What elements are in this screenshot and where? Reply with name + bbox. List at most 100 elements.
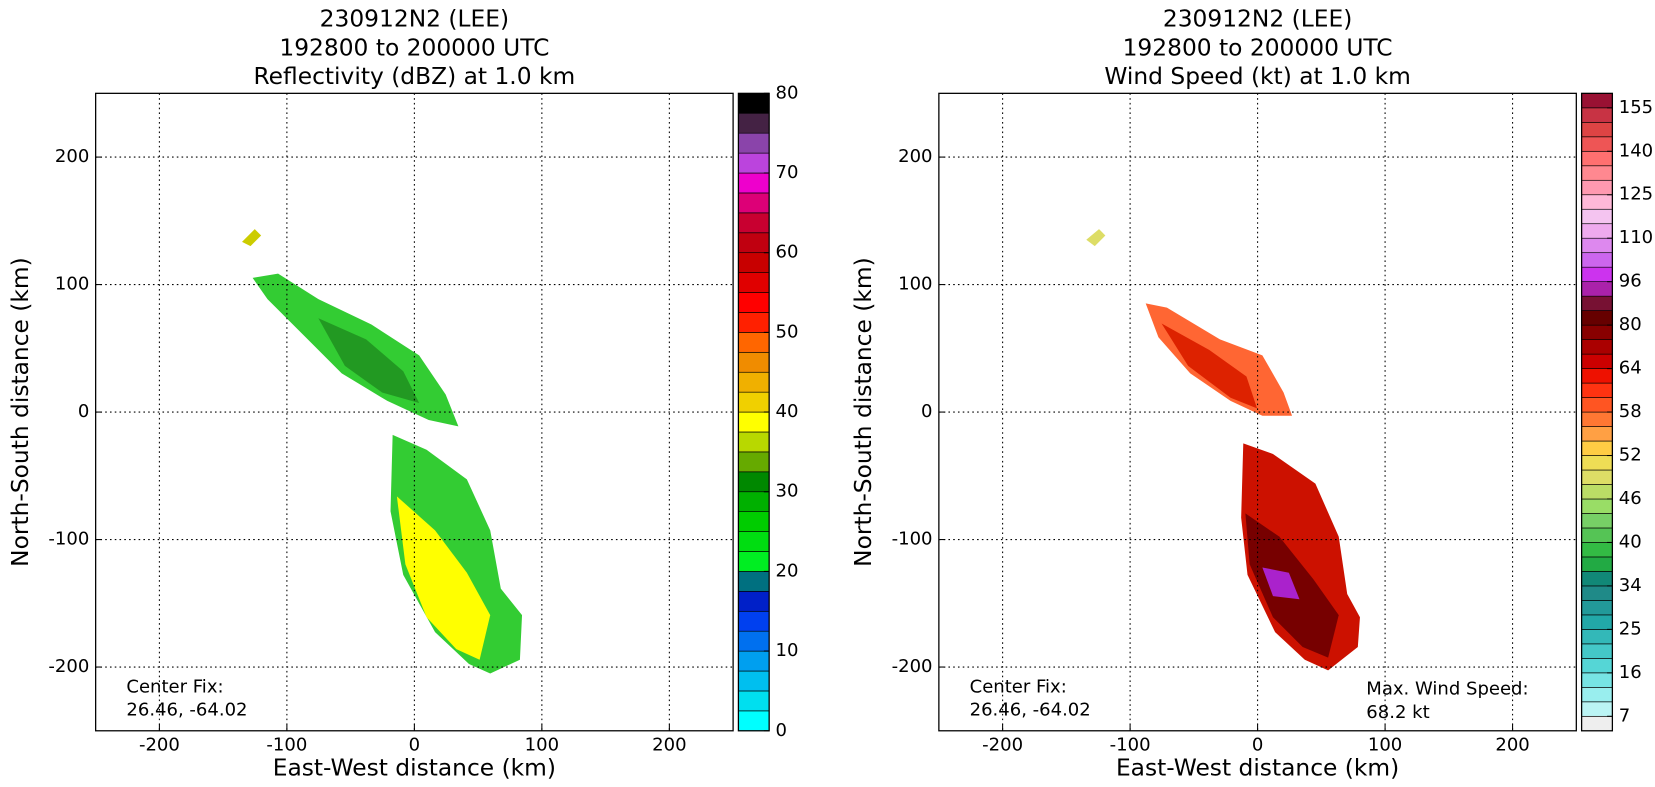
colorbar-tick-label: 40 (776, 401, 799, 422)
colorbar-bin (1581, 136, 1613, 152)
colorbar-bin (738, 451, 770, 473)
chart-title: 230912N2 (LEE) (320, 5, 509, 33)
x-tick-label: 100 (525, 735, 559, 756)
echoes-right (1086, 229, 1360, 671)
colorbar-bin (1581, 107, 1613, 123)
colorbar-tick-label: 80 (776, 82, 799, 103)
colorbar-bin (738, 272, 770, 293)
x-tick-label: -100 (1110, 735, 1151, 756)
colorbar-bin (738, 112, 770, 134)
colorbar-bin (1581, 527, 1613, 543)
colorbar-bin (1581, 179, 1613, 196)
colorbar-bin (1581, 484, 1613, 500)
colorbar-bin (1581, 658, 1613, 674)
y-tick-label: 0 (78, 401, 89, 422)
x-axis-label: East-West distance (km) (273, 753, 556, 781)
y-tick-label: -100 (892, 529, 933, 550)
colorbar-bin (1581, 542, 1613, 558)
chart-title: Wind Speed (kt) at 1.0 km (1104, 62, 1410, 90)
colorbar-bin (1581, 150, 1613, 167)
colorbar-bin (1581, 571, 1613, 587)
x-tick-label: -200 (982, 735, 1023, 756)
y-tick-label: 200 (898, 146, 932, 167)
x-tick-label: -200 (139, 735, 180, 756)
y-tick-label: 200 (55, 146, 89, 167)
colorbar-bin (738, 172, 770, 194)
x-tick-label: 100 (1368, 735, 1402, 756)
colorbar-bin (1581, 701, 1613, 717)
colorbar-bin (1581, 324, 1613, 340)
colorbar-bin (738, 531, 770, 552)
colorbar-bin (738, 351, 770, 373)
plot-frame (938, 92, 1577, 732)
colorbar-bin (738, 93, 770, 114)
colorbar-tick-label: 40 (1619, 531, 1642, 552)
annotation: 26.46, -64.02 (970, 700, 1091, 721)
y-tick-label: 100 (898, 274, 932, 295)
y-axis-label: North-South distance (km) (849, 257, 877, 567)
colorbar-bin (738, 391, 770, 413)
chart-title: Reflectivity (dBZ) at 1.0 km (254, 62, 576, 90)
y-axis-label: North-South distance (km) (6, 257, 34, 567)
chart-title: 192800 to 200000 UTC (1123, 33, 1393, 61)
echo (1262, 567, 1300, 600)
annotation: Center Fix: (126, 676, 223, 697)
colorbar-bin (738, 630, 770, 652)
colorbar-bin (738, 232, 770, 254)
colorbar-tick-label: 20 (776, 560, 799, 581)
colorbar-bin (1581, 715, 1613, 732)
echo (242, 229, 262, 247)
plot-frame (95, 92, 734, 732)
chart-title: 192800 to 200000 UTC (279, 33, 549, 61)
colorbar-tick-label: 10 (776, 640, 799, 661)
colorbar-tick-label: 25 (1619, 618, 1642, 639)
colorbar-bin (738, 551, 770, 572)
colorbar-bin (738, 371, 770, 393)
colorbar-bin (1581, 339, 1613, 355)
colorbar-bin (738, 212, 770, 234)
echoes-left (242, 229, 523, 674)
x-axis-label: East-West distance (km) (1116, 753, 1399, 781)
colorbar-bin (1581, 266, 1613, 282)
colorbar-bin (1581, 585, 1613, 601)
colorbar-bin (1581, 687, 1613, 703)
colorbar-bin (1581, 353, 1613, 369)
colorbar-bin (738, 670, 770, 692)
colorbar-bin (738, 332, 770, 353)
colorbar-tick-label: 16 (1619, 662, 1642, 683)
colorbar-bin (1581, 426, 1613, 442)
colorbar-tick-label: 125 (1619, 184, 1653, 205)
y-tick-label: -200 (48, 656, 89, 677)
colorbar-bin (738, 591, 770, 612)
colorbar-bin (738, 252, 770, 273)
annotation: Center Fix: (970, 676, 1067, 697)
colorbar-bin (1581, 295, 1613, 311)
colorbar-tick-label: 70 (776, 162, 799, 183)
x-tick-label: 200 (652, 735, 686, 756)
echo (1086, 229, 1106, 247)
colorbar-bin (1581, 629, 1613, 645)
colorbar-bin (1581, 237, 1613, 254)
colorbar-bin (738, 312, 770, 333)
colorbar-bin (738, 192, 770, 214)
colorbar-bin (1581, 397, 1613, 413)
x-tick-label: 0 (1252, 735, 1263, 756)
colorbar-bin (738, 491, 770, 512)
colorbar-bin (1581, 643, 1613, 659)
colorbar-tick-label: 0 (776, 720, 787, 741)
colorbar-bin (1581, 513, 1613, 529)
colorbar-bin (738, 152, 770, 174)
colorbar-tick-label: 58 (1619, 401, 1642, 422)
y-tick-label: -200 (892, 656, 933, 677)
colorbar-tick-label: 64 (1619, 358, 1642, 379)
colorbar-bin (1581, 498, 1613, 514)
colorbar-bin (738, 690, 770, 712)
y-tick-label: -100 (48, 529, 89, 550)
echo (1161, 323, 1258, 409)
colorbar-bin (1581, 672, 1613, 688)
y-tick-label: 0 (921, 401, 932, 422)
colorbar-bin (738, 610, 770, 632)
annotation: Max. Wind Speed: (1366, 678, 1528, 699)
colorbar-bin (1581, 469, 1613, 485)
